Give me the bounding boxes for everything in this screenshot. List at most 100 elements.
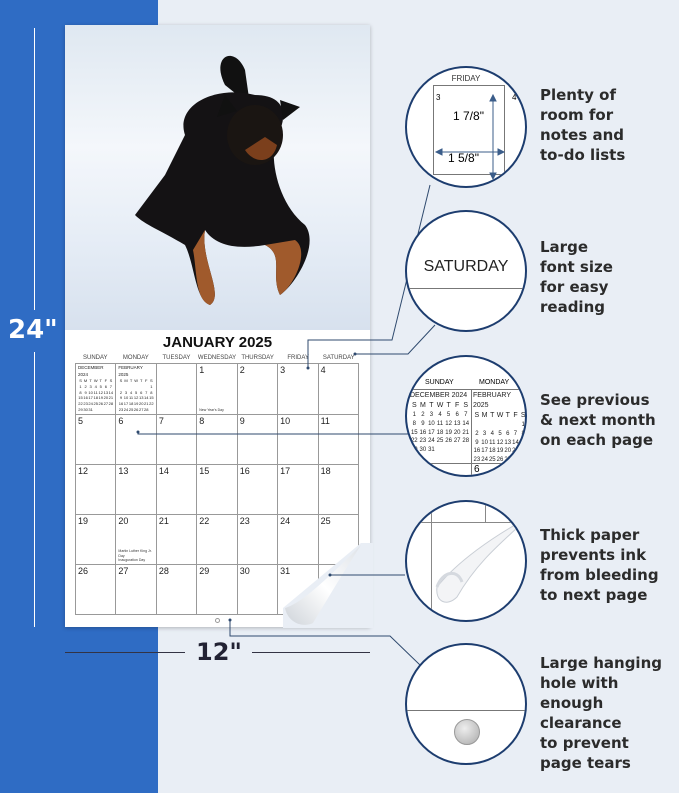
feature-line: page tears: [540, 754, 631, 772]
mini-dow: F: [145, 378, 148, 384]
day-number: 19: [78, 515, 89, 526]
mini-day: 2: [84, 383, 87, 389]
day-cell[interactable]: 12: [76, 464, 117, 515]
mini-day: 21: [462, 429, 470, 436]
mini-day: 5: [99, 383, 102, 389]
zoom-circle-saturday: SATURDAY: [405, 210, 527, 332]
height-label: 24": [8, 315, 58, 345]
mini-day: 24: [88, 401, 93, 407]
mini-day: 27: [138, 407, 144, 413]
day-cell[interactable]: 4: [318, 364, 359, 415]
mini-day: 31: [428, 447, 435, 454]
feature-line: font size: [540, 258, 613, 276]
day-cell[interactable]: 24: [278, 514, 319, 565]
day-number: 4: [512, 93, 517, 102]
day-cell[interactable]: 17: [278, 464, 319, 515]
mini-dow: S: [119, 378, 123, 384]
day-cell[interactable]: 16: [237, 464, 279, 515]
mini-day: 9: [84, 389, 87, 395]
day-cell[interactable]: 29: [197, 564, 238, 615]
mini-dow: S: [463, 402, 469, 410]
holiday-note: New Year's Day: [199, 407, 224, 412]
day-cell[interactable]: 15: [197, 464, 238, 515]
day-number: 28: [158, 565, 169, 576]
day-cell[interactable]: 9: [237, 414, 279, 465]
day-cell[interactable]: 5: [76, 414, 117, 465]
mini-day: 13: [504, 439, 512, 446]
day-cell[interactable]: 11: [318, 414, 359, 465]
mini-day: 16: [83, 395, 88, 401]
day-cell[interactable]: 10: [278, 414, 319, 465]
mini-dow: M: [419, 402, 426, 410]
day-cell[interactable]: [156, 364, 198, 415]
day-cell[interactable]: 13: [116, 464, 157, 515]
day-cell[interactable]: 14: [156, 464, 198, 515]
mini-day: 20: [504, 448, 512, 455]
day-number: 7: [158, 415, 164, 426]
day-cell[interactable]: 20 Martin Luther King Jr. Day Inauguration…: [116, 514, 157, 565]
mini-day: 17: [123, 401, 129, 407]
feature-line: Plenty of: [540, 86, 616, 104]
day-cell[interactable]: 21: [156, 514, 198, 565]
mini-day: 1: [79, 383, 82, 389]
mini-day: [504, 421, 512, 430]
mini-day: 4: [94, 383, 97, 389]
mini-day: 19: [133, 401, 139, 407]
mini-day: 14: [462, 420, 470, 427]
day-cell[interactable]: 22: [197, 514, 238, 565]
mini-day: 6: [506, 431, 510, 438]
mini-day: 14: [144, 395, 149, 401]
mini-dow: S: [474, 412, 480, 420]
sunday-label: SUNDAY: [425, 379, 454, 386]
mini-dow: T: [89, 378, 92, 384]
mini-day: 4: [438, 412, 442, 419]
mini-dow: W: [496, 412, 504, 420]
mini-dow: S: [79, 378, 82, 384]
mini-day: 1: [521, 422, 525, 429]
day-number: 17: [280, 465, 291, 476]
weekday-label: MONDAY: [122, 355, 149, 361]
height-dimension-line: [34, 28, 35, 310]
feature-line: from bleeding: [540, 566, 659, 584]
mini-day: 10: [481, 439, 488, 446]
day-cell[interactable]: 30: [237, 564, 279, 615]
feature-line: to next page: [540, 586, 648, 604]
day-cell[interactable]: 7: [156, 414, 198, 465]
day-cell[interactable]: 27: [116, 564, 157, 615]
mini-day: 18: [488, 448, 496, 455]
day-cell[interactable]: 18: [318, 464, 359, 515]
zoom-circle-note-space: FRIDAY 3 4 1 7/8" 1 5/8": [405, 66, 527, 188]
day-cell[interactable]: 6: [116, 414, 157, 465]
day-cell[interactable]: FEBRUARY 2025 S M T W T F S 1 2 3 4 5 6 7 8 9 10 11 12 13 14 1…: [116, 364, 157, 415]
mini-day: 6: [455, 412, 459, 419]
day-number: 29: [199, 565, 210, 576]
day-number: 20: [118, 515, 129, 526]
mini-day: 20: [103, 395, 109, 401]
mini-day: 12: [133, 395, 139, 401]
day-cell[interactable]: 3: [278, 364, 319, 415]
mini-day: 25: [436, 438, 444, 445]
day-cell[interactable]: 26: [76, 564, 117, 615]
day-cell[interactable]: 2: [237, 364, 279, 415]
day-cell[interactable]: 8: [197, 414, 238, 465]
hanging-hole: [215, 618, 220, 623]
day-cell[interactable]: 19: [76, 514, 117, 565]
width-dimension-line: [252, 652, 370, 653]
mini-day: [473, 421, 481, 430]
day-cell[interactable]: 23: [237, 514, 279, 565]
mini-day: 8: [521, 431, 525, 438]
holiday-note: Martin Luther King Jr. Day Inauguration D…: [118, 549, 155, 562]
mini-day: 3: [89, 383, 92, 389]
mini-day: [461, 446, 470, 455]
weekday-label: SUNDAY: [83, 355, 108, 361]
mini-day: [496, 421, 504, 430]
day-cell[interactable]: 1 New Year's Day: [197, 364, 238, 415]
mini-day: 16: [473, 448, 481, 455]
day-cell[interactable]: 28: [156, 564, 198, 615]
mini-day: 7: [513, 431, 518, 438]
day-cell[interactable]: DECEMBER 2024 S M T W T F S 1 2 3 4 5 6 7 8 9 10 11 12 13 14 1…: [76, 364, 117, 415]
mini-month-title: DECEMBER 2024: [410, 392, 468, 399]
holiday-inauguration: Inauguration Day: [118, 557, 146, 562]
mini-day: 27: [504, 457, 512, 464]
mini-day: 15: [78, 395, 83, 401]
